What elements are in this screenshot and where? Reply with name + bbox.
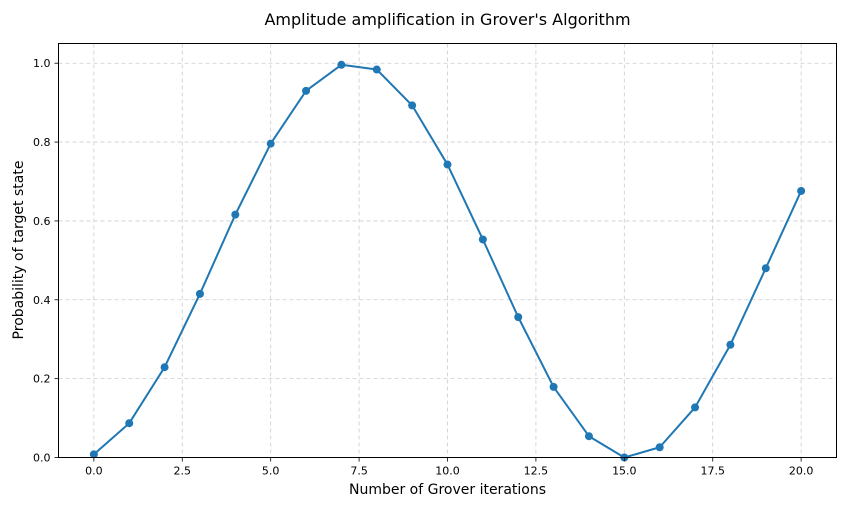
x-tick-label: 7.5 (350, 465, 368, 478)
x-axis-label: Number of Grover iterations (349, 482, 546, 498)
data-point (691, 403, 700, 412)
series-group (89, 60, 806, 462)
data-point (302, 86, 311, 95)
data-point (549, 382, 558, 391)
x-tick-label: 20.0 (789, 465, 814, 478)
data-point (726, 340, 735, 349)
data-point (478, 235, 487, 244)
data-point (655, 443, 664, 452)
x-tick-label: 5.0 (262, 465, 280, 478)
data-point (195, 289, 204, 298)
y-axis: 0.0 0.2 0.4 0.6 0.8 1.0 (33, 57, 59, 465)
x-tick-label: 15.0 (612, 465, 637, 478)
x-axis: 0.0 2.5 5.0 7.5 10.0 12.5 15.0 17.5 20.0 (85, 457, 814, 478)
data-point (160, 363, 169, 372)
data-point (372, 65, 381, 74)
y-tick-label: 0.0 (33, 452, 51, 465)
y-tick-label: 0.4 (33, 294, 51, 307)
data-point (443, 160, 452, 169)
data-point (797, 186, 806, 195)
x-tick-label: 2.5 (174, 465, 192, 478)
data-point (231, 210, 240, 219)
data-point (761, 264, 770, 273)
x-tick-label: 0.0 (85, 465, 103, 478)
data-point (337, 60, 346, 69)
x-tick-label: 12.5 (524, 465, 549, 478)
x-tick-label: 17.5 (700, 465, 725, 478)
y-tick-label: 1.0 (33, 57, 51, 70)
data-point (266, 139, 275, 148)
y-tick-label: 0.6 (33, 215, 51, 228)
chart-title: Amplitude amplification in Grover's Algo… (264, 10, 630, 29)
x-tick-label: 10.0 (435, 465, 460, 478)
data-point (584, 432, 593, 441)
y-tick-label: 0.8 (33, 136, 51, 149)
data-point (514, 313, 523, 322)
data-point (408, 101, 417, 110)
data-point (89, 450, 98, 459)
y-tick-label: 0.2 (33, 373, 51, 386)
grid (58, 43, 837, 458)
data-point (125, 419, 134, 428)
y-axis-label: Probability of target state (11, 161, 27, 340)
